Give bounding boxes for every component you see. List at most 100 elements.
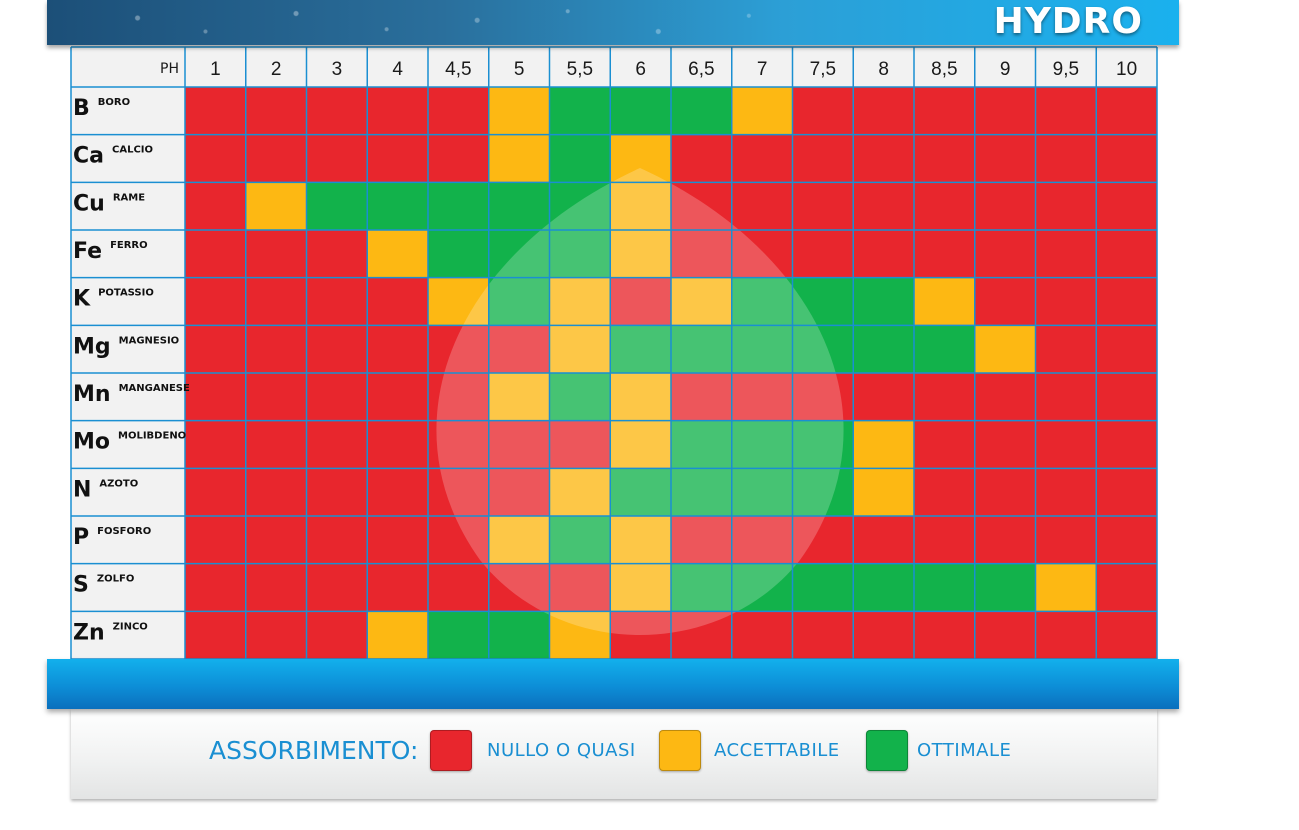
cell-k-0 — [185, 277, 246, 326]
cell-s-4 — [428, 563, 489, 612]
cell-s-12 — [914, 563, 975, 612]
cell-p-12 — [914, 516, 975, 564]
cell-n-0 — [185, 468, 246, 516]
cell-mo-13 — [974, 420, 1036, 469]
element-name: FOSFORO — [97, 526, 151, 537]
cell-b-12 — [914, 87, 975, 135]
cell-mn-0 — [185, 373, 246, 421]
cell-mg-4 — [428, 325, 489, 373]
element-name: AZOTO — [99, 478, 138, 489]
cell-k-9 — [731, 277, 793, 326]
cell-zn-4 — [428, 611, 489, 659]
cell-ca-12 — [914, 134, 975, 183]
ph-column-label: 1 — [210, 59, 221, 80]
cell-s-1 — [245, 563, 307, 612]
cell-mo-1 — [245, 420, 307, 469]
cell-mo-3 — [367, 420, 428, 469]
cell-p-2 — [306, 516, 368, 564]
cell-s-7 — [610, 563, 671, 612]
row-label-mn: Mn MANGANESE — [73, 382, 190, 407]
cell-b-15 — [1096, 87, 1157, 135]
cell-fe-6 — [549, 230, 611, 278]
cell-p-5 — [488, 516, 550, 564]
cell-s-10 — [792, 563, 854, 612]
legend-swatch-accettabile — [659, 730, 701, 771]
cell-n-9 — [731, 468, 793, 516]
watermark-ring — [473, 207, 807, 601]
cell-cu-11 — [853, 182, 914, 230]
element-symbol: Mg — [73, 334, 111, 359]
cell-cu-13 — [974, 182, 1036, 230]
cell-n-6 — [549, 468, 611, 516]
cell-b-0 — [185, 87, 246, 135]
element-symbol: Ca — [73, 144, 104, 169]
cell-b-6 — [549, 87, 611, 135]
cell-k-6 — [549, 277, 611, 326]
cell-k-7 — [610, 277, 671, 326]
cell-ca-0 — [185, 134, 246, 183]
cell-p-9 — [731, 516, 793, 564]
cell-ca-15 — [1096, 134, 1157, 183]
cell-mn-3 — [367, 373, 428, 421]
cell-k-10 — [792, 277, 854, 326]
cell-s-14 — [1035, 563, 1097, 612]
cell-fe-8 — [671, 230, 732, 278]
element-symbol: Fe — [73, 239, 102, 264]
cell-k-3 — [367, 277, 428, 326]
cell-mg-14 — [1035, 325, 1097, 373]
element-name: CALCIO — [112, 145, 153, 156]
cell-mn-5 — [488, 373, 550, 421]
cell-p-3 — [367, 516, 428, 564]
cell-mo-10 — [792, 420, 854, 469]
ph-column-label: 10 — [1116, 59, 1137, 80]
element-symbol: N — [73, 477, 91, 502]
cell-s-13 — [974, 563, 1036, 612]
legend-label-nullo: NULLO O QUASI — [487, 740, 636, 761]
cell-mo-11 — [853, 420, 914, 469]
cell-cu-4 — [428, 182, 489, 230]
element-name: ZINCO — [113, 621, 148, 632]
cell-mg-9 — [731, 325, 793, 373]
cell-mn-2 — [306, 373, 368, 421]
row-label-zn: Zn ZINCO — [73, 620, 148, 645]
cell-b-5 — [488, 87, 550, 135]
cell-zn-0 — [185, 611, 246, 659]
cell-p-15 — [1096, 516, 1157, 564]
cell-k-15 — [1096, 277, 1157, 326]
cell-mn-13 — [974, 373, 1036, 421]
cell-mg-3 — [367, 325, 428, 373]
corner-label-ph: PH — [160, 61, 179, 77]
cell-mg-2 — [306, 325, 368, 373]
cell-mo-4 — [428, 420, 489, 469]
cell-s-2 — [306, 563, 368, 612]
cell-mo-6 — [549, 420, 611, 469]
cell-mn-4 — [428, 373, 489, 421]
row-label-ca: Ca CALCIO — [73, 144, 153, 169]
element-symbol: S — [73, 573, 89, 598]
cell-mn-7 — [610, 373, 671, 421]
element-symbol: Zn — [73, 620, 105, 645]
cell-mn-9 — [731, 373, 793, 421]
cell-b-3 — [367, 87, 428, 135]
cell-ca-5 — [488, 134, 550, 183]
cell-p-8 — [671, 516, 732, 564]
element-symbol: B — [73, 96, 90, 121]
cell-n-11 — [853, 468, 914, 516]
cell-fe-13 — [974, 230, 1036, 278]
ph-column-label: 2 — [271, 59, 282, 80]
cell-zn-10 — [792, 611, 854, 659]
cell-s-9 — [731, 563, 793, 612]
cell-k-11 — [853, 277, 914, 326]
ph-column-label: 9,5 — [1053, 59, 1079, 80]
cell-ca-3 — [367, 134, 428, 183]
cell-n-8 — [671, 468, 732, 516]
ph-column-label: 7 — [757, 59, 768, 80]
cell-p-14 — [1035, 516, 1097, 564]
cell-b-11 — [853, 87, 914, 135]
ph-column-label: 6,5 — [688, 59, 714, 80]
cell-cu-1 — [245, 182, 307, 230]
cell-k-12 — [914, 277, 975, 326]
cell-k-2 — [306, 277, 368, 326]
cell-n-7 — [610, 468, 671, 516]
element-name: FERRO — [110, 240, 148, 251]
